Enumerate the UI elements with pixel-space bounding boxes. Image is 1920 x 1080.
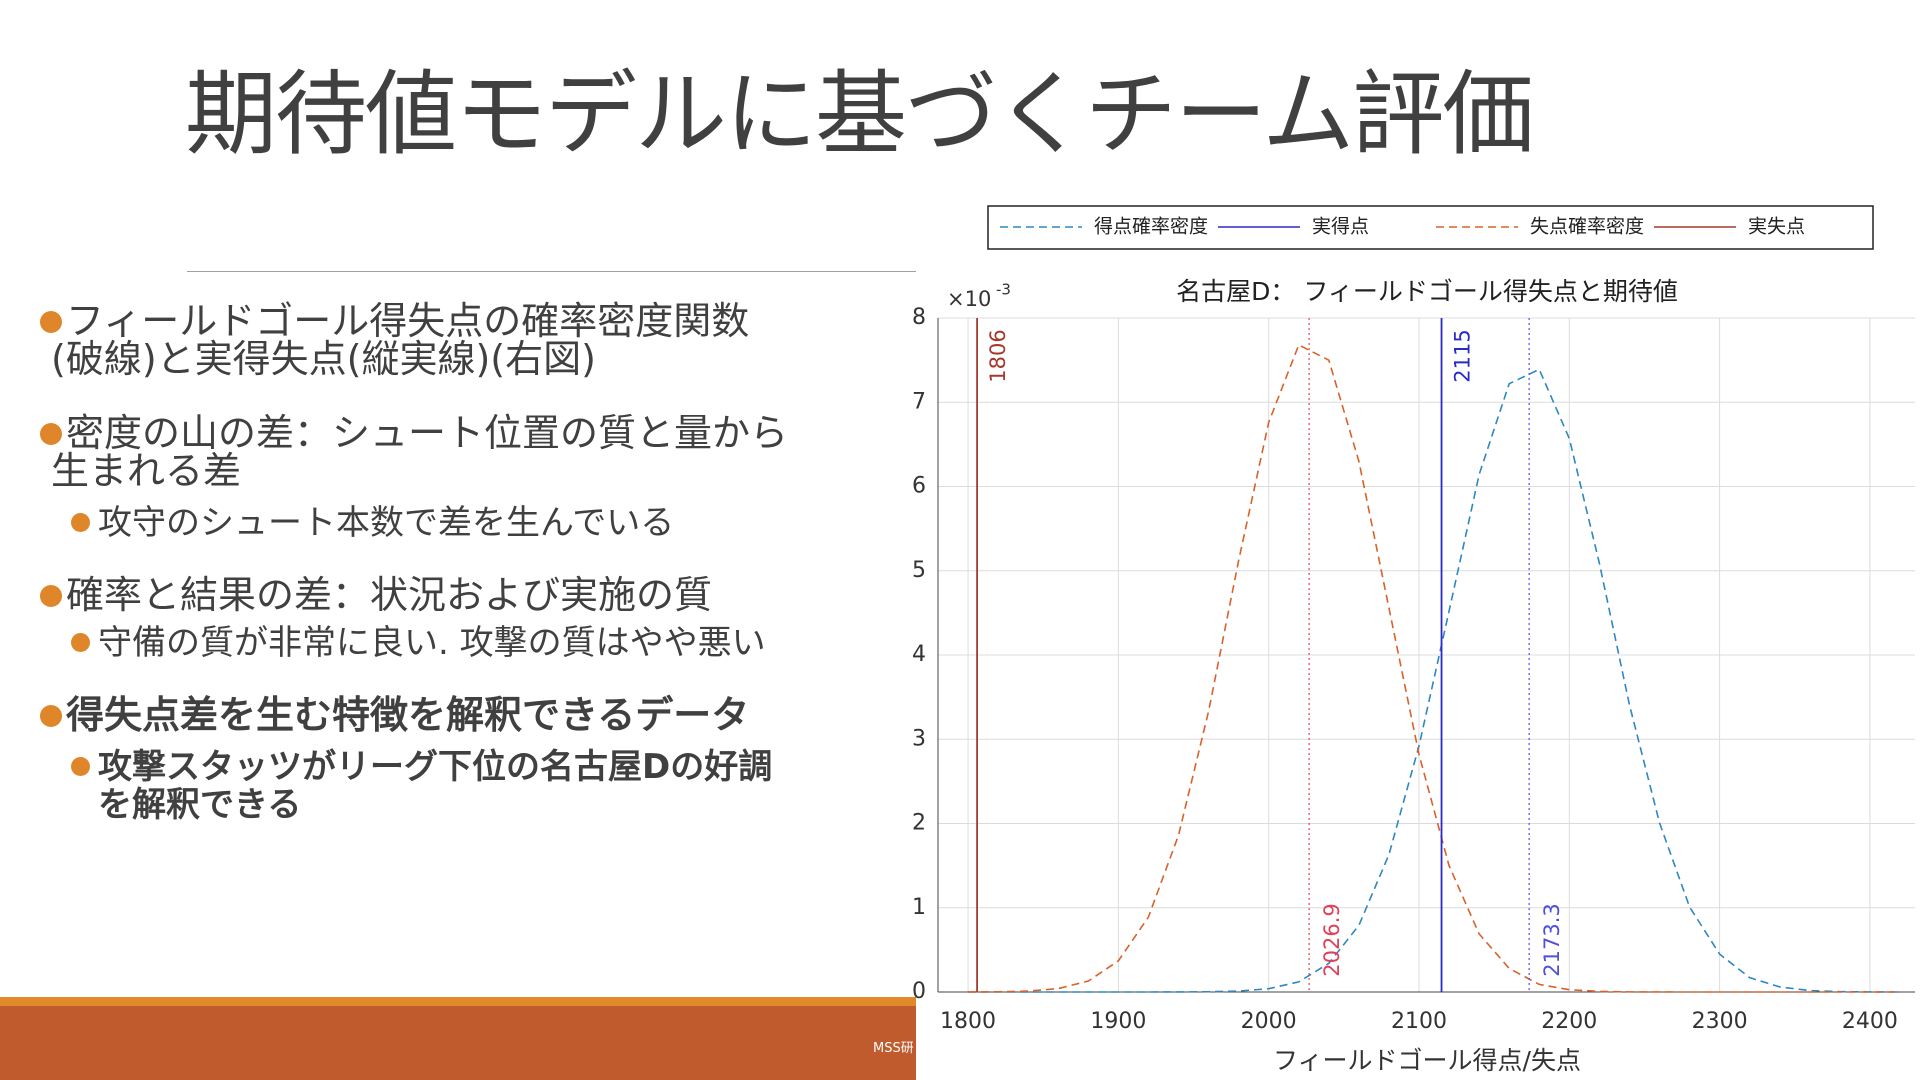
y-tick-label: 3 (912, 726, 926, 751)
bullet-text: 攻撃スタッツがリーグ下位の名古屋Dの好調 (98, 747, 773, 787)
chart-title: 名古屋D： フィールドゴール得失点と期待値 (1176, 277, 1678, 306)
y-tick-label: 7 (912, 389, 926, 414)
density-curve (968, 343, 1900, 993)
y-tick-label: 2 (912, 811, 926, 836)
bullet-text: 密度の山の差：シュート位置の質と量から (66, 411, 789, 455)
title-rule (187, 271, 916, 272)
y-tick-label: 8 (912, 305, 926, 330)
chart-panel (916, 196, 1920, 1080)
x-tick-label: 2400 (1842, 1009, 1898, 1034)
footer-text: MSS研 (873, 1041, 914, 1056)
legend-label: 失点確率密度 (1530, 216, 1644, 238)
y-tick-label: 1 (912, 895, 926, 920)
bullet-dot (40, 585, 62, 607)
bullet-text: 生まれる差 (51, 449, 242, 493)
y-tick-label: 0 (912, 979, 926, 1004)
bullet-text: 攻守のシュート本数で差を生んでいる (98, 503, 675, 543)
x-tick-label: 2000 (1241, 1009, 1297, 1034)
y-tick-label: 4 (912, 642, 926, 667)
y-tick-label: 5 (912, 558, 926, 583)
bullet-dot (40, 705, 62, 727)
x-tick-label: 1900 (1090, 1009, 1146, 1034)
mean-label: 2173.3 (1540, 903, 1564, 976)
bullet-text: フィールドゴール得失点の確率密度関数 (66, 299, 750, 343)
bullet-dot (40, 311, 62, 333)
bullet-text: 得失点差を生む特徴を解釈できるデータ (66, 693, 750, 737)
bullet-text: を解釈できる (98, 785, 302, 825)
legend-label: 実得点 (1312, 216, 1369, 238)
bullet-text: (破線)と実得失点(縦実線)(右図) (51, 337, 596, 381)
actual-label: 1806 (986, 329, 1010, 382)
bullet-dot (71, 757, 90, 776)
actual-label: 2115 (1451, 329, 1475, 382)
x-tick-label: 2300 (1692, 1009, 1748, 1034)
bullet-dot (71, 513, 90, 532)
bullet-text: 守備の質が非常に良い. 攻撃の質はやや悪い (98, 623, 766, 663)
y-tick-label: 6 (912, 474, 926, 499)
footer-bar (0, 1006, 916, 1080)
legend-label: 実失点 (1748, 216, 1805, 238)
mean-label: 2026.9 (1320, 903, 1344, 976)
legend-label: 得点確率密度 (1094, 216, 1208, 238)
y-scale-label: ×10 (947, 287, 991, 311)
x-tick-label: 1800 (940, 1009, 996, 1034)
bullet-text: 確率と結果の差：状況および実施の質 (66, 573, 713, 617)
x-axis-label: フィールドゴール得点/失点 (1273, 1046, 1581, 1075)
bullet-dot (40, 423, 62, 445)
y-scale-exponent: -3 (996, 281, 1011, 299)
x-tick-label: 2100 (1391, 1009, 1447, 1034)
x-tick-label: 2200 (1541, 1009, 1597, 1034)
slide-title: 期待値モデルに基づくチーム評価 (185, 61, 1534, 168)
bullet-dot (71, 633, 90, 652)
footer-stripe (0, 997, 916, 1006)
